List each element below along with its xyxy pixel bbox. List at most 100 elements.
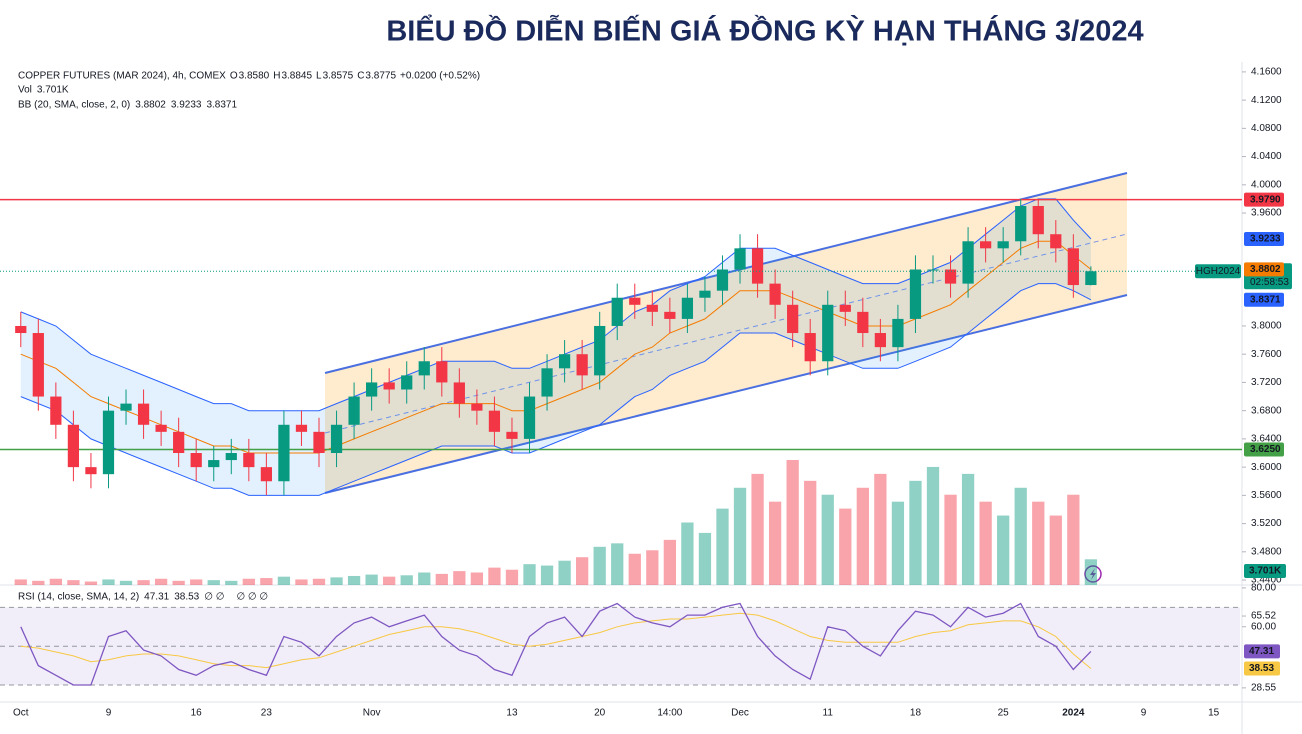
volume-bar (225, 580, 238, 585)
symbol-chip (1195, 264, 1241, 279)
candle-body (260, 467, 272, 482)
candle-body (927, 269, 939, 271)
candle-body (102, 410, 115, 475)
rsi-line (20, 602, 1092, 686)
x-tick-label: 14:00 (657, 708, 682, 719)
x-tick-label: 16 (191, 708, 203, 719)
candle-body (523, 396, 536, 439)
volume-bar (663, 539, 676, 585)
volume-bar (628, 553, 641, 585)
x-tick-label: 9 (106, 708, 112, 719)
legend-text: COPPER FUTURES (MAR 2024), 4h, COMEX (18, 71, 226, 82)
candle-body (453, 382, 465, 404)
level-chip (1244, 192, 1284, 207)
x-tick-label: 13 (506, 708, 518, 719)
volume-bar (119, 580, 133, 585)
volume-bar (540, 565, 554, 585)
x-tick-label: 15 (1208, 708, 1220, 719)
rsi-chip-label: 47.31 (1249, 646, 1274, 657)
y-tick-label: 4.1200 (1251, 95, 1282, 106)
volume-bar (681, 522, 694, 585)
candle-body (383, 382, 395, 390)
volume-chip-label: 3.701K (1249, 566, 1282, 577)
candle-body (1032, 205, 1044, 235)
volume-bar (49, 578, 62, 585)
candle-body (348, 396, 360, 425)
volume-bar (242, 578, 255, 585)
candle-body (401, 375, 413, 390)
x-tick-label: 9 (1141, 708, 1147, 719)
y-tick-label: 3.6000 (1251, 462, 1282, 473)
candle-body (243, 453, 255, 468)
volume-bar (979, 501, 992, 585)
bb-chip (1244, 231, 1284, 246)
candle-body (646, 304, 658, 312)
legend-text: 3.701K (37, 85, 69, 96)
level-chip (1244, 442, 1284, 457)
y-tick-label: 3.8000 (1251, 321, 1282, 332)
volume-bar (260, 578, 273, 585)
volume-bar (839, 508, 852, 585)
volume-bar (154, 578, 168, 585)
legend-text: 3.8371 (206, 100, 237, 111)
candle-body (1050, 234, 1062, 249)
candle-body (629, 297, 641, 305)
x-tick-label: 23 (261, 708, 273, 719)
legend-text: ∅ ∅ ∅ (236, 592, 268, 603)
volume-bar (1084, 559, 1098, 585)
y-tick-label: 3.6400 (1251, 434, 1282, 445)
rsi-tick-label: 60.00 (1251, 621, 1276, 632)
volume-bar (646, 550, 659, 585)
candle-body (488, 410, 501, 432)
rsi-tick-label: 65.52 (1251, 611, 1276, 622)
rsi-chip (1244, 644, 1280, 659)
candle-body (857, 311, 869, 334)
candle-body (787, 304, 799, 334)
y-tick-label: 3.6800 (1251, 405, 1282, 416)
x-tick-label: 25 (998, 708, 1010, 719)
rsi-chip (1244, 661, 1280, 676)
volume-bar (698, 532, 712, 585)
y-tick-label: 4.1600 (1251, 67, 1282, 78)
candle-body (50, 396, 62, 425)
bb-chip-label: 3.9233 (1250, 234, 1281, 245)
bb-middle (20, 240, 1092, 454)
volume-bar (751, 473, 764, 585)
volume-bar (453, 571, 466, 585)
volume-bar (470, 572, 484, 585)
volume-bar (505, 569, 519, 585)
channel-lower (324, 294, 1128, 494)
volume-bar (786, 460, 799, 585)
candle-body (225, 453, 237, 461)
volume-bar (891, 501, 905, 585)
volume-bar (435, 573, 448, 585)
page-title: BIỂU ĐỒ DIỄN BIẾN GIÁ ĐỒNG KỲ HẠN THÁNG … (386, 14, 1143, 48)
candle-body (944, 269, 957, 284)
volume-bar (909, 480, 922, 585)
legend-text: 47.31 (144, 592, 169, 603)
rsi-tick-label: 28.55 (1251, 682, 1276, 693)
volume-bar (365, 574, 378, 585)
volume-bar (821, 494, 834, 585)
volume-bar (207, 580, 220, 585)
volume-bar (1014, 487, 1027, 585)
candle-body (664, 311, 676, 319)
candle-body (892, 318, 904, 348)
candle-body (839, 304, 851, 312)
volume-bar (295, 579, 308, 585)
countdown-label: 02:58:53 (1250, 277, 1289, 288)
volume-bar (944, 494, 957, 585)
volume-bar (523, 564, 536, 585)
candle-body (278, 424, 290, 482)
legend-text: BB (20, SMA, close, 2, 0) (18, 100, 130, 111)
alert-icon[interactable] (1084, 565, 1102, 583)
volume-bar (347, 575, 361, 585)
candle-body (699, 290, 711, 298)
bb-fill (20, 198, 1091, 496)
rsi-tick-label: 80.00 (1251, 583, 1276, 594)
x-tick-label: 2024 (1062, 708, 1085, 719)
volume-bar (768, 501, 782, 585)
bb-chip-label: 3.8371 (1250, 294, 1281, 305)
candle-body (1015, 205, 1027, 242)
